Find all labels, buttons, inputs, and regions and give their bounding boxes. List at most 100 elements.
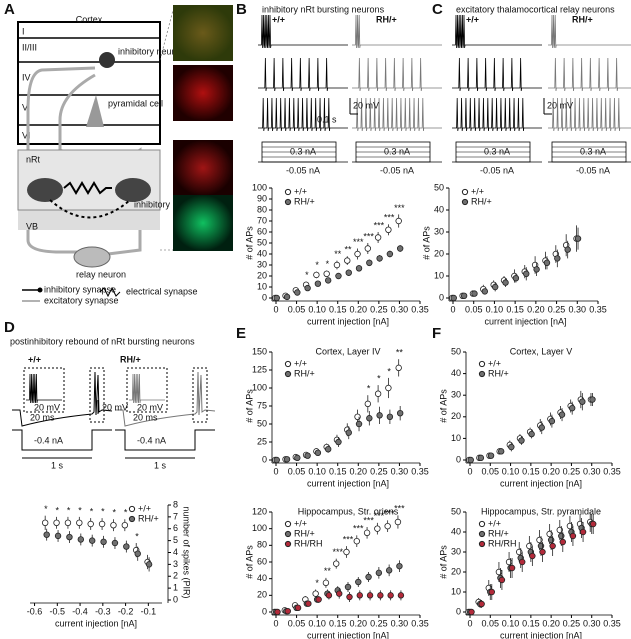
x-tick-label: 0.20 bbox=[350, 304, 368, 314]
data-point bbox=[488, 588, 495, 596]
data-point bbox=[569, 532, 577, 540]
x-tick-label: 0.25 bbox=[370, 618, 388, 628]
data-point bbox=[355, 420, 363, 428]
significance: * bbox=[387, 366, 391, 376]
trace bbox=[352, 14, 442, 49]
data-point bbox=[579, 398, 586, 405]
data-point bbox=[355, 578, 362, 586]
data-point bbox=[365, 573, 372, 581]
data-point bbox=[384, 522, 391, 530]
panel-label: D bbox=[4, 319, 15, 336]
trace bbox=[452, 97, 542, 132]
legend-label: RH/+ bbox=[471, 196, 492, 206]
significance: * bbox=[101, 506, 105, 516]
label: RH/+ bbox=[572, 14, 593, 24]
data-point bbox=[471, 290, 478, 297]
label: 0.3 nA bbox=[580, 146, 606, 156]
significance: * bbox=[56, 505, 60, 515]
data-point bbox=[478, 600, 485, 608]
x-tick-label: 0.30 bbox=[583, 466, 601, 476]
legend-label: +/+ bbox=[294, 186, 307, 196]
data-point bbox=[481, 288, 489, 295]
data-point bbox=[343, 548, 350, 556]
data-point bbox=[396, 562, 403, 570]
significance: * bbox=[326, 259, 330, 269]
trace bbox=[352, 57, 442, 92]
y-tick-label: 10 bbox=[451, 586, 461, 596]
y-tick-label: 20 bbox=[451, 411, 461, 421]
label: inhibitory neuron bbox=[118, 46, 185, 56]
y-tick-label: 30 bbox=[257, 259, 267, 269]
significance: *** bbox=[374, 220, 385, 230]
data-point bbox=[354, 250, 361, 258]
label: -0.05 nA bbox=[380, 165, 414, 175]
x-tick-label: 0.25 bbox=[563, 466, 581, 476]
data-point bbox=[519, 558, 526, 566]
data-point bbox=[460, 292, 468, 299]
legend-label: RH/RH bbox=[488, 538, 517, 548]
y-tick-label: 5 bbox=[173, 535, 178, 545]
x-tick-label: 0.30 bbox=[391, 304, 409, 314]
panel-label: F bbox=[432, 325, 441, 342]
y-tick-label: 20 bbox=[257, 270, 267, 280]
x-axis-label: current injection [nA] bbox=[307, 630, 389, 639]
y-tick-label: 8 bbox=[173, 499, 178, 509]
data-point bbox=[322, 579, 330, 587]
data-point bbox=[394, 518, 402, 526]
label: IV bbox=[22, 72, 31, 82]
significance: * bbox=[78, 505, 82, 515]
data-point bbox=[325, 592, 333, 599]
data-point bbox=[374, 390, 382, 397]
label: I bbox=[22, 26, 25, 36]
y-tick-label: 40 bbox=[434, 204, 444, 214]
neuron bbox=[73, 246, 111, 268]
synapse-icon bbox=[37, 287, 43, 293]
significance: * bbox=[67, 505, 71, 515]
trace bbox=[548, 57, 631, 92]
data-point bbox=[335, 438, 342, 446]
data-point bbox=[385, 567, 393, 574]
data-point bbox=[546, 530, 553, 538]
x-tick-label: 0.25 bbox=[370, 466, 388, 476]
data-point bbox=[467, 456, 474, 464]
label: 0.1 s bbox=[317, 114, 337, 124]
data-point bbox=[387, 592, 394, 599]
significance: ** bbox=[334, 249, 342, 259]
data-point bbox=[526, 542, 533, 550]
trace bbox=[548, 97, 631, 132]
y-tick-label: 6 bbox=[173, 523, 178, 533]
data-point bbox=[374, 525, 381, 532]
legend-label: +/+ bbox=[294, 518, 307, 528]
y-tick-label: 50 bbox=[451, 506, 461, 516]
inhibitory-path bbox=[49, 199, 131, 219]
data-point bbox=[491, 283, 499, 291]
data-point bbox=[450, 294, 457, 302]
data-point bbox=[548, 417, 556, 425]
data-point bbox=[364, 400, 372, 408]
legend-label: RH/+ bbox=[488, 528, 509, 538]
label: postinhibitory rebound of nRt bursting n… bbox=[10, 336, 195, 346]
significance: * bbox=[124, 508, 128, 518]
y-tick-label: 150 bbox=[252, 346, 267, 356]
data-point bbox=[274, 608, 281, 616]
data-point bbox=[508, 564, 516, 572]
x-tick-label: 0.10 bbox=[486, 304, 504, 314]
y-tick-label: 75 bbox=[257, 400, 267, 410]
y-tick-label: 80 bbox=[257, 540, 267, 550]
x-axis-label: current injection [nA] bbox=[55, 618, 137, 628]
label: RH/+ bbox=[120, 354, 141, 364]
y-tick-label: 3 bbox=[173, 559, 178, 569]
y-tick-label: 0 bbox=[456, 606, 461, 616]
data-point bbox=[283, 293, 291, 301]
data-point bbox=[41, 519, 49, 527]
data-point bbox=[273, 456, 280, 464]
significance: *** bbox=[374, 511, 385, 521]
x-axis-label: current injection [nA] bbox=[500, 630, 582, 639]
data-point bbox=[537, 542, 545, 550]
legend-marker bbox=[478, 360, 486, 368]
label: -0.4 nA bbox=[34, 435, 63, 445]
data-point bbox=[77, 536, 85, 543]
y-axis-label: # of APs bbox=[421, 226, 431, 260]
x-tick-label: 0.20 bbox=[350, 618, 368, 628]
label: VI bbox=[22, 130, 31, 140]
